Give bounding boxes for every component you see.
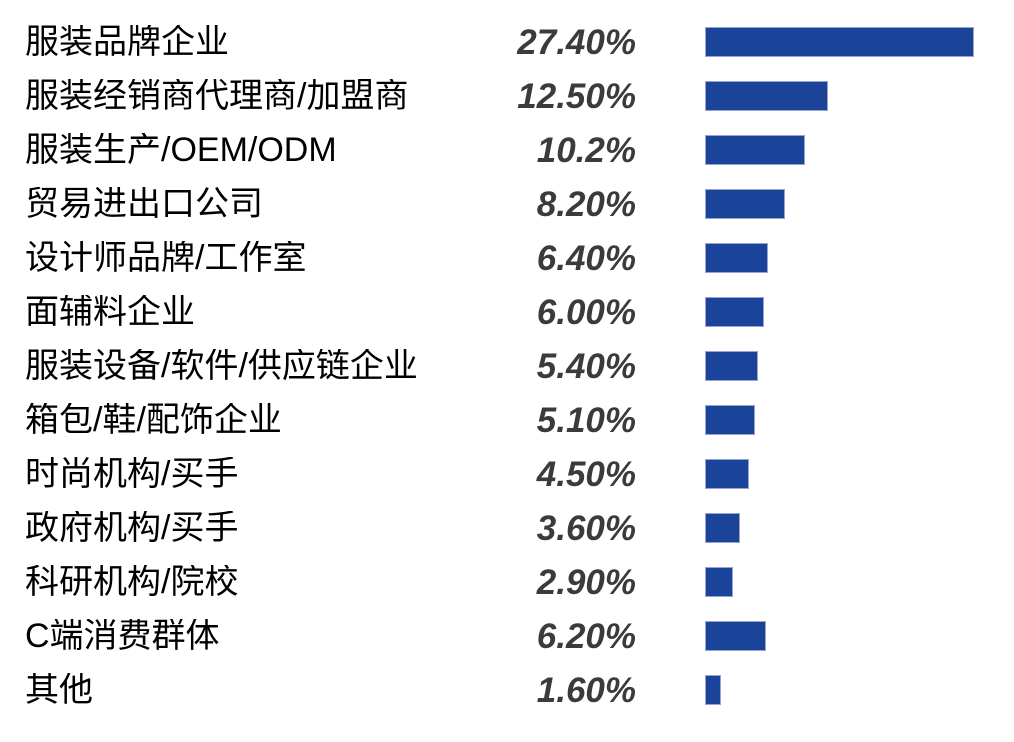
category-label: 科研机构/院校 [25, 565, 239, 599]
bar-track [705, 297, 1014, 327]
category-label: C端消费群体 [25, 619, 220, 653]
value-label: 3.60% [536, 508, 636, 548]
value-label: 12.50% [517, 76, 636, 116]
category-label: 设计师品牌/工作室 [25, 241, 307, 275]
bar-track [705, 189, 1014, 219]
bar-track [705, 567, 1014, 597]
chart-row: 科研机构/院校 2.90% [0, 555, 1014, 609]
bar [705, 189, 786, 219]
chart-row: 时尚机构/买手 4.50% [0, 447, 1014, 501]
category-label: 服装经销商代理商/加盟商 [25, 79, 409, 113]
category-label: 服装生产/OEM/ODM [25, 133, 337, 167]
bar [705, 459, 750, 489]
bar [705, 243, 768, 273]
bar [705, 81, 828, 111]
bar-track [705, 81, 1014, 111]
value-label: 5.40% [536, 346, 636, 386]
value-label: 2.90% [536, 562, 636, 602]
bar-track [705, 513, 1014, 543]
category-label: 贸易进出口公司 [25, 187, 263, 221]
bar-track [705, 243, 1014, 273]
chart-row: 服装生产/OEM/ODM 10.2% [0, 123, 1014, 177]
value-label: 10.2% [536, 130, 636, 170]
bar [705, 405, 755, 435]
chart-row: 设计师品牌/工作室 6.40% [0, 231, 1014, 285]
value-label: 6.20% [536, 616, 636, 656]
bar-track [705, 675, 1014, 705]
bar [705, 135, 805, 165]
bar-track [705, 135, 1014, 165]
category-label: 时尚机构/买手 [25, 457, 239, 491]
value-label: 27.40% [517, 22, 636, 62]
bar-track [705, 351, 1014, 381]
category-label: 箱包/鞋/配饰企业 [25, 403, 282, 437]
bar [705, 351, 758, 381]
value-label: 6.00% [536, 292, 636, 332]
bar [705, 621, 766, 651]
value-label: 6.40% [536, 238, 636, 278]
chart-row: 其他 1.60% [0, 663, 1014, 717]
chart-row: 政府机构/买手 3.60% [0, 501, 1014, 555]
bar-track [705, 621, 1014, 651]
bar [705, 27, 974, 57]
bar-track [705, 459, 1014, 489]
chart-row: 服装经销商代理商/加盟商 12.50% [0, 69, 1014, 123]
category-label: 其他 [25, 673, 93, 707]
chart-row: 服装设备/软件/供应链企业 5.40% [0, 339, 1014, 393]
bar [705, 513, 741, 543]
chart-row: 服装品牌企业 27.40% [0, 15, 1014, 69]
value-label: 5.10% [536, 400, 636, 440]
chart-row: 箱包/鞋/配饰企业 5.10% [0, 393, 1014, 447]
value-label: 4.50% [536, 454, 636, 494]
bar-chart: 服装品牌企业 27.40% 服装经销商代理商/加盟商 12.50% 服装生产/O… [0, 15, 1014, 717]
bar-track [705, 405, 1014, 435]
value-label: 8.20% [536, 184, 636, 224]
chart-row: 贸易进出口公司 8.20% [0, 177, 1014, 231]
chart-row: 面辅料企业 6.00% [0, 285, 1014, 339]
bar [705, 297, 764, 327]
chart-row: C端消费群体 6.20% [0, 609, 1014, 663]
category-label: 服装品牌企业 [25, 25, 229, 59]
category-label: 面辅料企业 [25, 295, 195, 329]
bar-track [705, 27, 1014, 57]
value-label: 1.60% [536, 670, 636, 710]
bar [705, 567, 734, 597]
bar [705, 675, 721, 705]
category-label: 政府机构/买手 [25, 511, 239, 545]
category-label: 服装设备/软件/供应链企业 [25, 349, 418, 383]
